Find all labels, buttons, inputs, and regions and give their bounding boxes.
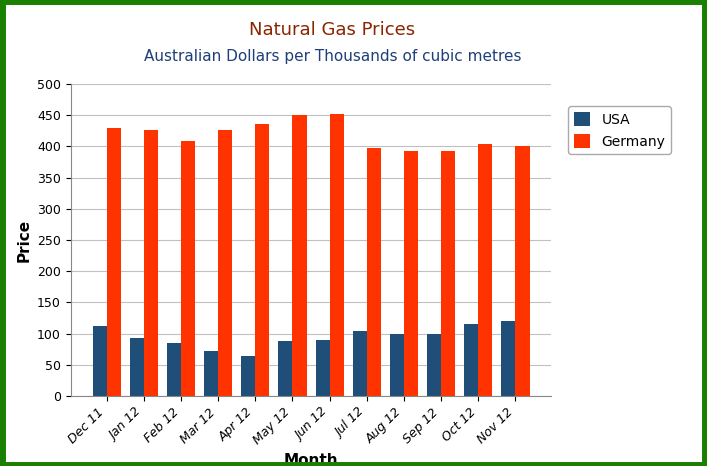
Bar: [255, 124, 269, 396]
Bar: [479, 144, 493, 396]
Legend: USA, Germany: USA, Germany: [568, 106, 671, 154]
Bar: [144, 130, 158, 396]
Bar: [167, 343, 181, 396]
Bar: [181, 141, 195, 396]
Bar: [427, 334, 441, 396]
Bar: [390, 334, 404, 396]
Bar: [279, 341, 293, 396]
Bar: [241, 356, 255, 396]
X-axis label: Month: Month: [284, 453, 339, 466]
Bar: [441, 151, 455, 396]
Text: Australian Dollars per Thousands of cubic metres: Australian Dollars per Thousands of cubi…: [144, 49, 521, 64]
Bar: [293, 115, 307, 396]
Bar: [329, 115, 344, 396]
Bar: [204, 350, 218, 396]
Bar: [93, 326, 107, 396]
Bar: [404, 151, 418, 396]
Bar: [218, 130, 233, 396]
Bar: [501, 321, 515, 396]
Bar: [129, 338, 144, 396]
Bar: [107, 128, 121, 396]
Bar: [315, 340, 329, 396]
Text: Natural Gas Prices: Natural Gas Prices: [250, 21, 415, 39]
Bar: [515, 146, 530, 396]
Bar: [367, 148, 381, 396]
Bar: [353, 331, 367, 396]
Bar: [464, 324, 479, 396]
Y-axis label: Price: Price: [16, 219, 31, 261]
